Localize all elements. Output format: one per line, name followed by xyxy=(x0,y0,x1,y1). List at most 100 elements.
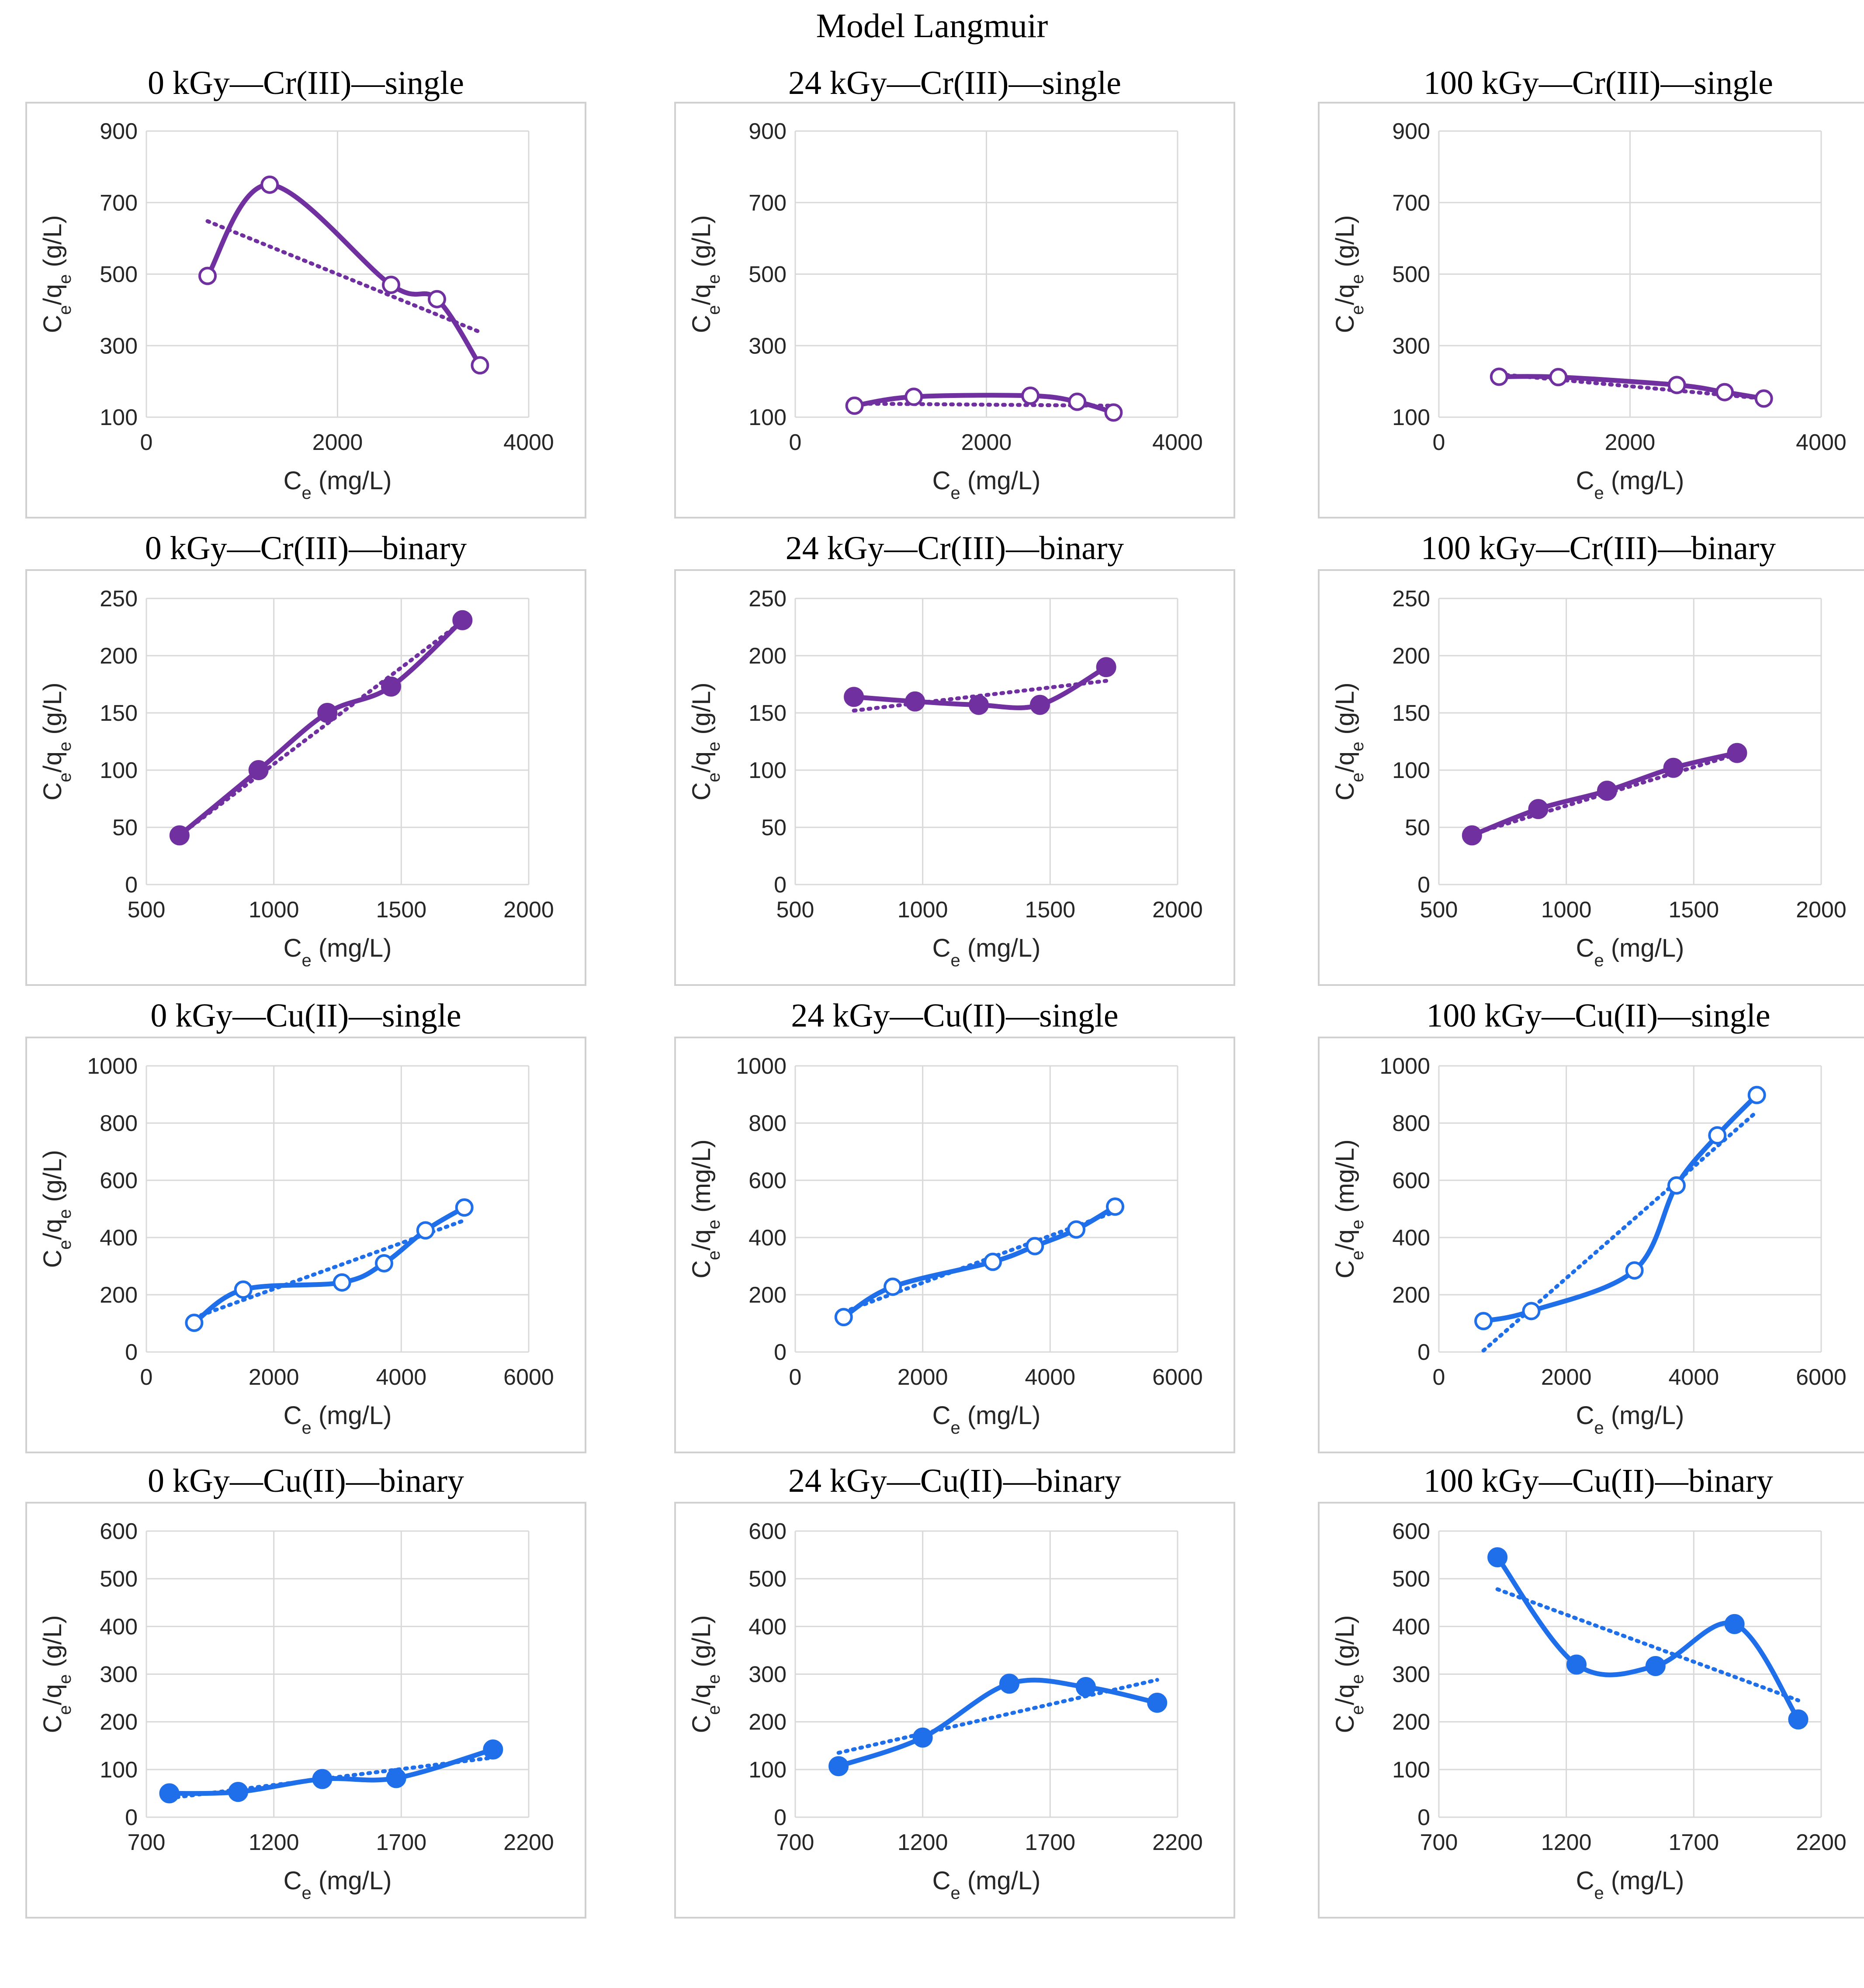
chart-title: 24 kGy—Cr(III)—binary xyxy=(786,530,1124,567)
x-tick-label: 4000 xyxy=(376,1365,426,1390)
chart-title: 0 kGy—Cr(III)—binary xyxy=(145,530,467,567)
data-point xyxy=(1462,825,1482,846)
chart-frame xyxy=(674,1037,1235,1453)
chart-frame xyxy=(25,569,586,986)
y-tick-label: 200 xyxy=(748,1710,786,1735)
x-tick-label: 2000 xyxy=(897,1365,948,1390)
x-tick-label: 500 xyxy=(1420,897,1458,923)
y-tick-label: 600 xyxy=(1392,1168,1430,1193)
y-axis-label: Ce/qe (g/L) xyxy=(38,1615,75,1733)
x-tick-label: 1700 xyxy=(376,1830,426,1855)
data-point xyxy=(228,1782,248,1802)
y-tick-label: 100 xyxy=(100,758,138,783)
x-tick-label: 0 xyxy=(140,430,153,455)
y-tick-label: 900 xyxy=(1392,119,1430,144)
y-tick-label: 500 xyxy=(1392,262,1430,287)
data-point xyxy=(416,1221,435,1240)
chart-title: 24 kGy—Cu(II)—binary xyxy=(788,1462,1121,1499)
data-point xyxy=(483,1739,503,1760)
data-point xyxy=(185,1314,204,1332)
data-point xyxy=(1708,1126,1727,1145)
chart-frame xyxy=(1318,102,1864,519)
chart-frame xyxy=(25,1502,586,1919)
y-tick-label: 400 xyxy=(1392,1225,1430,1251)
data-point xyxy=(1474,1312,1493,1331)
x-tick-label: 4000 xyxy=(1796,430,1847,455)
data-point xyxy=(969,695,989,715)
y-axis-label: Ce/qe (g/L) xyxy=(687,682,724,800)
data-point xyxy=(845,396,864,415)
y-tick-label: 100 xyxy=(100,405,138,430)
y-tick-label: 0 xyxy=(774,1340,786,1365)
data-point xyxy=(1754,389,1773,408)
y-tick-label: 700 xyxy=(100,190,138,216)
data-point xyxy=(1528,799,1549,819)
chart-title: 24 kGy—Cr(III)—single xyxy=(788,65,1121,101)
data-point xyxy=(1667,376,1686,394)
trend-line xyxy=(1470,752,1739,837)
y-tick-label: 500 xyxy=(1392,1566,1430,1592)
data-point xyxy=(382,276,400,294)
x-axis-label: Ce (mg/L) xyxy=(932,1401,1041,1438)
y-tick-label: 700 xyxy=(1392,190,1430,216)
y-tick-label: 300 xyxy=(748,1662,786,1687)
y-tick-label: 50 xyxy=(1405,815,1430,840)
y-tick-label: 0 xyxy=(774,1805,786,1830)
x-tick-label: 6000 xyxy=(503,1365,554,1390)
chart-panel: 0 kGy—Cr(III)—binary 0 50 100 150 200 250 500 10… xyxy=(25,530,586,986)
y-tick-label: 150 xyxy=(1392,701,1430,726)
data-point xyxy=(374,1254,393,1272)
y-tick-label: 0 xyxy=(125,1805,138,1830)
x-tick-label: 0 xyxy=(789,430,802,455)
y-axis-label: Ce/qe (g/L) xyxy=(38,1150,75,1268)
data-point xyxy=(333,1273,351,1292)
data-point xyxy=(1076,1677,1096,1697)
series-line xyxy=(205,182,482,367)
y-tick-label: 400 xyxy=(100,1225,138,1251)
y-axis-label: Ce/qe (g/L) xyxy=(38,215,75,333)
y-tick-label: 0 xyxy=(1417,1805,1430,1830)
x-tick-label: 700 xyxy=(776,1830,814,1855)
data-point xyxy=(1026,1237,1044,1255)
y-tick-label: 400 xyxy=(748,1614,786,1639)
y-tick-label: 0 xyxy=(1417,1340,1430,1365)
y-axis-label: Ce/qe (mg/L) xyxy=(687,1139,724,1278)
chart-title: 0 kGy—Cu(II)—single xyxy=(150,997,461,1034)
y-tick-label: 150 xyxy=(748,701,786,726)
data-point xyxy=(1104,403,1123,422)
y-tick-label: 200 xyxy=(100,1710,138,1735)
y-tick-label: 100 xyxy=(1392,405,1430,430)
x-axis-label: Ce (mg/L) xyxy=(932,934,1041,970)
x-tick-label: 1000 xyxy=(249,897,299,923)
chart-panel: 0 kGy—Cr(III)—single 100 300 500 700 900 0 2000… xyxy=(25,65,586,519)
x-tick-label: 2200 xyxy=(1796,1830,1847,1855)
y-tick-label: 800 xyxy=(748,1111,786,1136)
data-point xyxy=(883,1277,902,1296)
y-tick-label: 200 xyxy=(748,643,786,669)
data-point xyxy=(386,1768,406,1788)
data-point xyxy=(1147,1693,1168,1713)
chart-frame xyxy=(1318,569,1864,986)
x-tick-label: 700 xyxy=(1420,1830,1458,1855)
chart-panel: 24 kGy—Cu(II)—binary 0 100 200 300 400 500 600 7… xyxy=(674,1462,1235,1919)
x-axis-label: Ce (mg/L) xyxy=(284,1401,392,1438)
x-tick-label: 2000 xyxy=(503,897,554,923)
data-point xyxy=(828,1756,849,1777)
chart-frame xyxy=(25,102,586,519)
x-axis-label: Ce (mg/L) xyxy=(284,1867,392,1903)
x-axis-label: Ce (mg/L) xyxy=(1576,1401,1684,1438)
y-tick-label: 500 xyxy=(748,1566,786,1592)
x-tick-label: 1200 xyxy=(249,1830,299,1855)
y-tick-label: 400 xyxy=(748,1225,786,1251)
y-tick-label: 300 xyxy=(100,1662,138,1687)
x-axis-label: Ce (mg/L) xyxy=(1576,934,1684,970)
y-tick-label: 250 xyxy=(1392,586,1430,612)
y-tick-label: 600 xyxy=(1392,1519,1430,1544)
data-point xyxy=(1067,1220,1086,1239)
y-tick-label: 300 xyxy=(748,333,786,359)
y-tick-label: 800 xyxy=(1392,1111,1430,1136)
data-point xyxy=(1566,1654,1587,1675)
y-tick-label: 600 xyxy=(100,1519,138,1544)
data-point xyxy=(234,1280,253,1299)
